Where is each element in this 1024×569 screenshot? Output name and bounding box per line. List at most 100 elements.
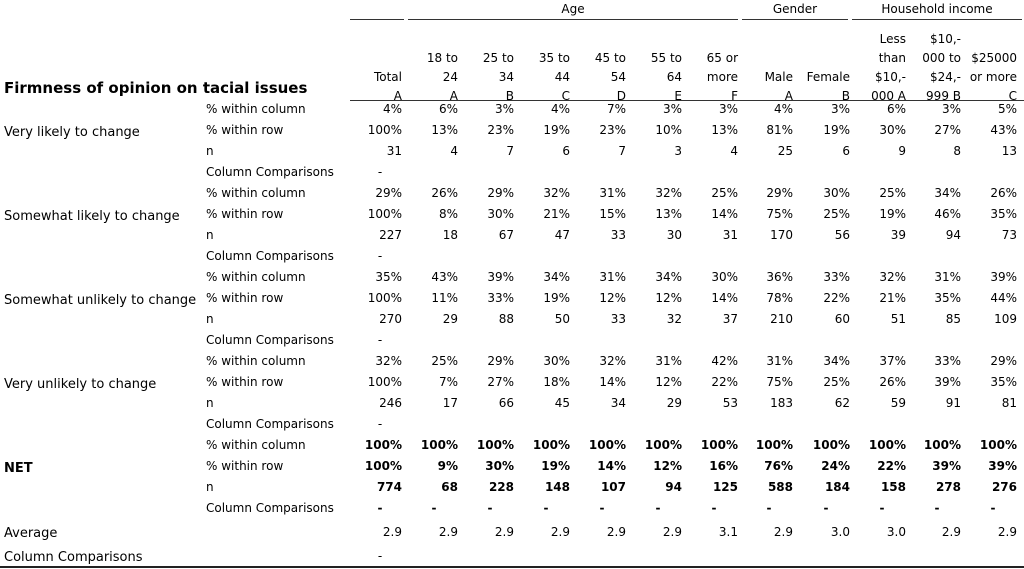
column-header: Male (764, 70, 793, 84)
table-cell: 21% (879, 291, 906, 305)
table-cell: 9% (437, 459, 458, 473)
table-cell: 227 (379, 228, 402, 242)
table-cell: 4% (550, 102, 570, 116)
table-cell: 67 (498, 228, 514, 242)
table-cell: 43% (431, 270, 458, 284)
table-cell: 6 (842, 144, 850, 158)
table-cell: 18% (543, 375, 570, 389)
table-cell: - (377, 417, 383, 431)
average-cell: 2.9 (941, 525, 961, 539)
table-cell: 12% (655, 291, 682, 305)
table-cell: 278 (935, 480, 961, 494)
table-cell: 35% (375, 270, 402, 284)
table-cell: 3% (494, 102, 514, 116)
group-header: Gender (772, 2, 818, 16)
column-header: 34 (498, 70, 514, 84)
table-cell: 31% (934, 270, 961, 284)
table-cell: 33% (934, 354, 961, 368)
row-group-label: NET (4, 460, 33, 476)
table-cell: 11% (431, 291, 458, 305)
table-cell: 12% (653, 459, 682, 473)
row-sublabel: Column Comparisons (206, 165, 334, 179)
table-cell: 39% (932, 459, 961, 473)
column-header: A (449, 89, 458, 103)
table-cell: 158 (880, 480, 906, 494)
table-cell: 29% (487, 186, 514, 200)
table-cell: - (934, 501, 940, 515)
table-cell: 19% (879, 207, 906, 221)
table-cell: 26% (431, 186, 458, 200)
row-sublabel: % within column (206, 186, 306, 200)
table-cell: 4 (450, 144, 458, 158)
table-cell: 31 (722, 228, 738, 242)
column-header: $10,- (929, 32, 961, 46)
table-cell: 39% (487, 270, 514, 284)
table-cell: 43% (990, 123, 1017, 137)
footer-label: Column Comparisons (4, 550, 143, 565)
table-cell: 62 (834, 396, 850, 410)
table-cell: 4% (773, 102, 793, 116)
table-cell: 100% (700, 438, 738, 452)
table-cell: 13 (1001, 144, 1017, 158)
table-cell: 270 (379, 312, 402, 326)
table-cell: 7 (618, 144, 626, 158)
table-cell: 23% (599, 123, 626, 137)
table-cell: 33% (487, 291, 514, 305)
table-cell: 246 (379, 396, 402, 410)
table-cell: 7 (506, 144, 514, 158)
table-cell: 100% (367, 291, 402, 305)
row-sublabel: n (206, 396, 214, 410)
row-sublabel: % within column (206, 102, 306, 116)
column-header: or more (969, 70, 1017, 84)
column-header: 64 (666, 70, 682, 84)
table-cell: 31% (599, 186, 626, 200)
table-cell: 18 (442, 228, 458, 242)
column-header: E (674, 89, 682, 103)
table-cell: 210 (770, 312, 793, 326)
table-title: Firmness of opinion on tacial issues (4, 79, 308, 97)
average-cell: 2.9 (494, 525, 514, 539)
table-cell: 34% (934, 186, 961, 200)
table-cell: - (655, 501, 661, 515)
average-label: Average (4, 526, 58, 541)
row-sublabel: n (206, 144, 214, 158)
table-cell: 30% (711, 270, 738, 284)
table-cell: 14% (597, 459, 626, 473)
column-header: 45 to (594, 51, 626, 65)
table-cell: 25% (823, 375, 850, 389)
column-header: 000 to (922, 51, 961, 65)
average-cell: 3.0 (830, 525, 850, 539)
table-cell: 6 (562, 144, 570, 158)
average-cell: 2.9 (382, 525, 402, 539)
table-cell: - (543, 501, 549, 515)
table-cell: 15% (599, 207, 626, 221)
row-group-label: Somewhat unlikely to change (4, 292, 197, 308)
table-cell: - (377, 165, 383, 179)
column-header: $25000 (971, 51, 1017, 65)
table-cell: - (431, 501, 437, 515)
average-cell: 2.9 (550, 525, 570, 539)
table-cell: 94 (945, 228, 961, 242)
column-header: 25 to (482, 51, 514, 65)
table-cell: 100% (476, 438, 514, 452)
row-sublabel: Column Comparisons (206, 249, 334, 263)
table-cell: 4% (382, 102, 402, 116)
table-cell: 100% (923, 438, 961, 452)
table-cell: 100% (868, 438, 906, 452)
table-cell: 22% (823, 291, 850, 305)
table-cell: 46% (934, 207, 961, 221)
table-cell: 100% (367, 207, 402, 221)
table-cell: 45 (554, 396, 570, 410)
average-cell: 2.9 (773, 525, 793, 539)
table-cell: 75% (766, 207, 793, 221)
table-cell: 26% (990, 186, 1017, 200)
table-cell: 27% (487, 375, 514, 389)
table-cell: 30 (666, 228, 682, 242)
table-cell: 26% (879, 375, 906, 389)
footer-value: - (377, 549, 383, 563)
table-cell: 14% (599, 375, 626, 389)
table-cell: 25% (823, 207, 850, 221)
table-cell: 22% (711, 375, 738, 389)
table-cell: 91 (945, 396, 961, 410)
table-cell: 75% (766, 375, 793, 389)
